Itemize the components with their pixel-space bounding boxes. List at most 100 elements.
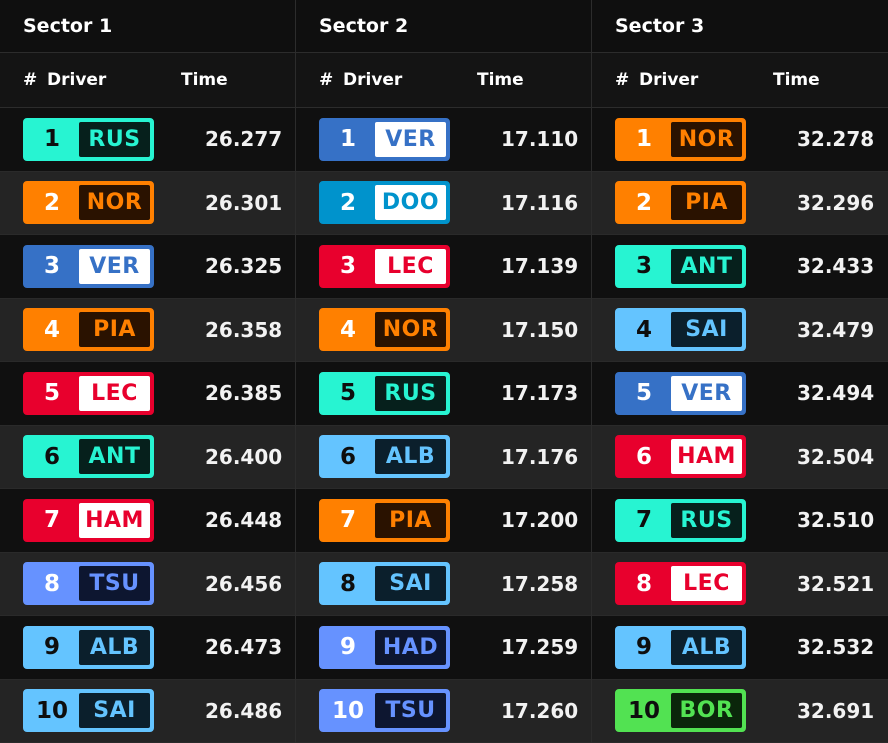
table-row[interactable]: 2 DOO 17.116 (296, 171, 591, 235)
column-header-driver: Driver (639, 70, 699, 90)
driver-badge: 7 PIA (319, 498, 450, 542)
column-header-row: # Driver Time (592, 53, 888, 108)
sector-time: 26.325 (205, 254, 283, 279)
table-row[interactable]: 5 RUS 17.173 (296, 362, 591, 426)
driver-code: HAM (671, 439, 742, 475)
sector-title: Sector 2 (296, 0, 591, 53)
driver-badge: 5 VER (615, 371, 746, 415)
position-number: 3 (635, 253, 652, 280)
sector-time: 32.691 (797, 698, 875, 723)
driver-code: BOR (671, 693, 742, 729)
sector-table-2: Sector 2 # Driver Time 1 VER 17.110 2 DOO 17.116 3… (295, 0, 591, 743)
column-header-time: Time (773, 70, 820, 90)
table-row[interactable]: 6 HAM 32.504 (592, 425, 888, 489)
sector-time: 17.200 (501, 508, 579, 533)
sector-title: Sector 1 (0, 0, 295, 53)
sector-time: 26.486 (205, 698, 283, 723)
table-row[interactable]: 4 PIA 26.358 (0, 298, 295, 362)
sector-time: 26.301 (205, 190, 283, 215)
column-header-position: # (615, 70, 630, 90)
driver-code: LEC (79, 375, 150, 411)
table-row[interactable]: 9 ALB 32.532 (592, 616, 888, 680)
table-row[interactable]: 3 LEC 17.139 (296, 235, 591, 299)
table-row[interactable]: 6 ALB 17.176 (296, 425, 591, 489)
table-row[interactable]: 1 VER 17.110 (296, 108, 591, 172)
driver-badge: 7 HAM (23, 498, 154, 542)
driver-badge: 8 TSU (23, 562, 154, 606)
table-row[interactable]: 2 NOR 26.301 (0, 171, 295, 235)
table-row[interactable]: 10 TSU 17.260 (296, 679, 591, 743)
table-row[interactable]: 9 HAD 17.259 (296, 616, 591, 680)
driver-badge: 4 NOR (319, 308, 450, 352)
position-number: 6 (339, 443, 356, 470)
sector-title: Sector 3 (592, 0, 888, 53)
sector-time: 17.176 (501, 444, 579, 469)
table-row[interactable]: 7 RUS 32.510 (592, 489, 888, 553)
driver-badge: 9 ALB (23, 625, 154, 669)
position-number: 1 (43, 126, 60, 153)
sector-time: 32.504 (797, 444, 875, 469)
driver-code: TSU (79, 566, 150, 602)
driver-code: LEC (671, 566, 742, 602)
table-row[interactable]: 4 NOR 17.150 (296, 298, 591, 362)
table-row[interactable]: 7 HAM 26.448 (0, 489, 295, 553)
driver-code: NOR (79, 185, 150, 221)
table-row[interactable]: 2 PIA 32.296 (592, 171, 888, 235)
driver-code: VER (79, 248, 150, 284)
position-number: 10 (331, 697, 364, 724)
column-header-time: Time (181, 70, 228, 90)
table-row[interactable]: 7 PIA 17.200 (296, 489, 591, 553)
table-row[interactable]: 10 BOR 32.691 (592, 679, 888, 743)
column-header-driver: Driver (343, 70, 403, 90)
sector-time: 17.260 (501, 698, 579, 723)
position-number: 3 (43, 253, 60, 280)
driver-badge: 10 SAI (23, 689, 154, 733)
table-row[interactable]: 1 NOR 32.278 (592, 108, 888, 172)
table-row[interactable]: 8 SAI 17.258 (296, 552, 591, 616)
position-number: 2 (43, 189, 60, 216)
table-row[interactable]: 3 VER 26.325 (0, 235, 295, 299)
table-row[interactable]: 8 LEC 32.521 (592, 552, 888, 616)
driver-badge: 8 LEC (615, 562, 746, 606)
driver-badge: 4 PIA (23, 308, 154, 352)
driver-badge: 2 PIA (615, 181, 746, 225)
sector-time: 32.296 (797, 190, 875, 215)
driver-code: ANT (671, 248, 742, 284)
position-number: 5 (339, 380, 356, 407)
table-row[interactable]: 3 ANT 32.433 (592, 235, 888, 299)
table-row[interactable]: 1 RUS 26.277 (0, 108, 295, 172)
table-row[interactable]: 6 ANT 26.400 (0, 425, 295, 489)
sector-time: 32.494 (797, 381, 875, 406)
table-row[interactable]: 8 TSU 26.456 (0, 552, 295, 616)
sector-time: 26.473 (205, 635, 283, 660)
driver-badge: 7 RUS (615, 498, 746, 542)
position-number: 8 (43, 570, 60, 597)
table-row[interactable]: 5 VER 32.494 (592, 362, 888, 426)
driver-badge: 1 NOR (615, 117, 746, 161)
driver-code: NOR (671, 121, 742, 157)
table-row[interactable]: 5 LEC 26.385 (0, 362, 295, 426)
column-header-position: # (319, 70, 334, 90)
driver-badge: 9 ALB (615, 625, 746, 669)
driver-code: RUS (375, 375, 446, 411)
driver-code: LEC (375, 248, 446, 284)
position-number: 5 (43, 380, 60, 407)
driver-code: RUS (671, 502, 742, 538)
table-row[interactable]: 10 SAI 26.486 (0, 679, 295, 743)
table-row[interactable]: 4 SAI 32.479 (592, 298, 888, 362)
driver-badge: 5 RUS (319, 371, 450, 415)
table-row[interactable]: 9 ALB 26.473 (0, 616, 295, 680)
sector-time: 26.400 (205, 444, 283, 469)
position-number: 7 (635, 507, 652, 534)
driver-badge: 5 LEC (23, 371, 154, 415)
sector-time: 32.278 (797, 127, 875, 152)
driver-code: ALB (671, 629, 742, 665)
sector-time: 17.110 (501, 127, 579, 152)
driver-badge: 6 ANT (23, 435, 154, 479)
sector-time: 17.173 (501, 381, 579, 406)
sector-time: 17.139 (501, 254, 579, 279)
driver-badge: 10 TSU (319, 689, 450, 733)
column-header-time: Time (477, 70, 524, 90)
sector-table-1: Sector 1 # Driver Time 1 RUS 26.277 2 NOR 26.301 3… (0, 0, 295, 743)
